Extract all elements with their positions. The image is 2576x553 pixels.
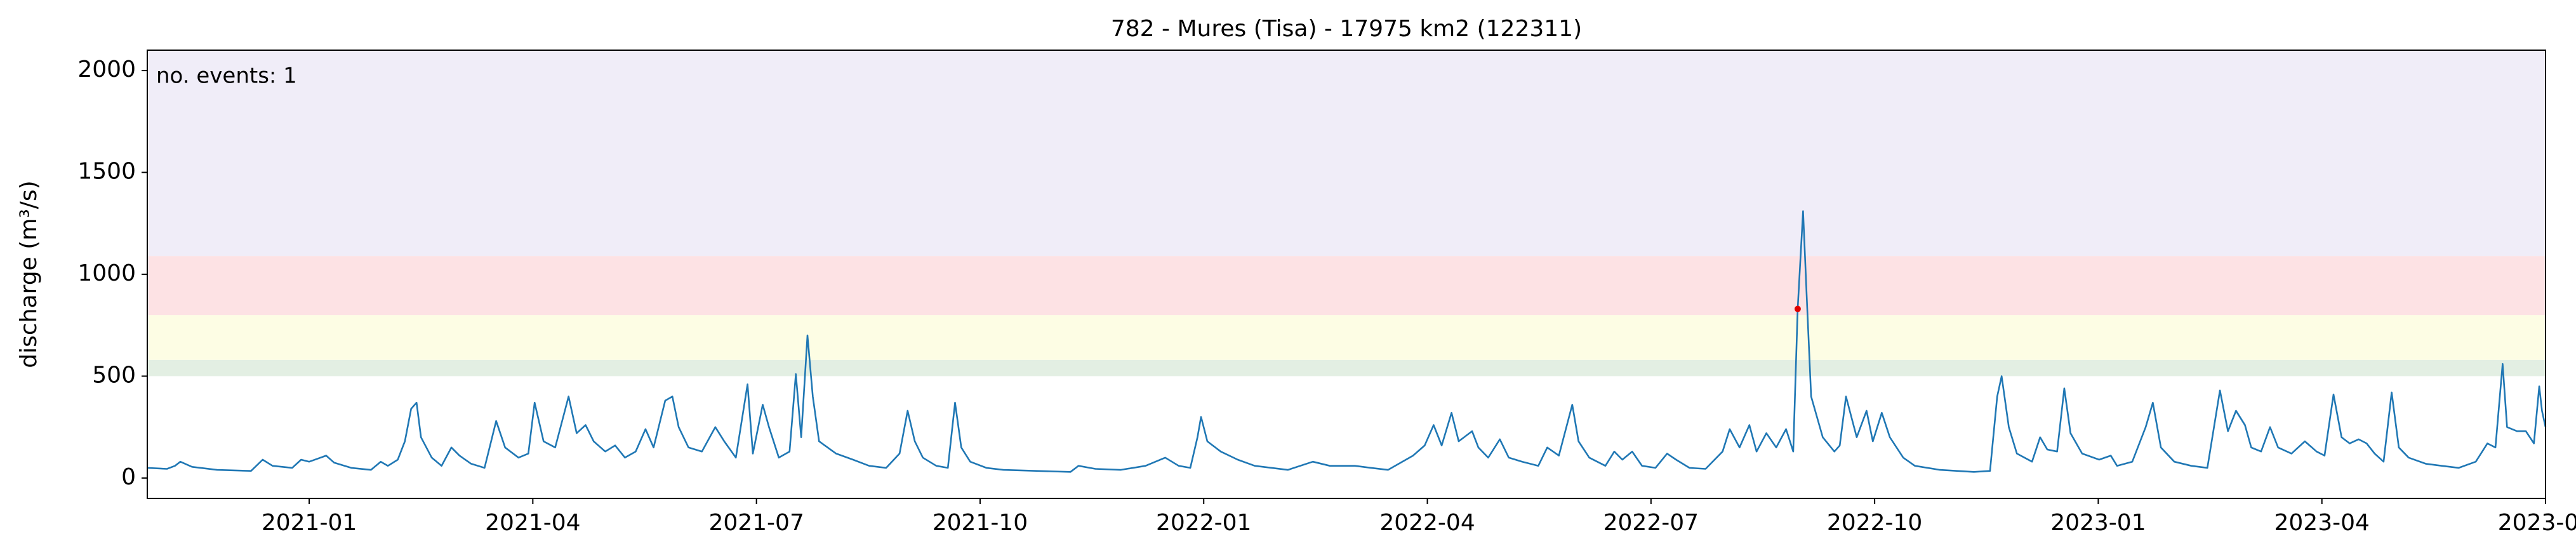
threshold-band	[147, 256, 2546, 316]
plot-frame	[147, 50, 2546, 499]
threshold-band	[147, 359, 2546, 376]
x-tick-label: 2021-07	[708, 510, 804, 536]
y-tick-label: 1500	[77, 159, 136, 185]
x-tick-label: 2021-04	[485, 510, 580, 536]
event-marker	[1794, 305, 1801, 312]
threshold-band	[147, 50, 2546, 257]
chart-title: 782 - Mures (Tisa) - 17975 km2 (122311)	[1111, 16, 1582, 42]
discharge-line	[147, 210, 2547, 473]
x-tick-label: 2022-04	[1379, 510, 1475, 536]
y-tick-label: 0	[121, 464, 136, 490]
x-tick-label: 2023-01	[2050, 510, 2146, 536]
x-tick-label: 2022-10	[1827, 510, 1922, 536]
x-tick-label: 2022-01	[1156, 510, 1251, 536]
y-tick-label: 2000	[77, 57, 136, 83]
x-tick-label: 2021-10	[933, 510, 1028, 536]
x-tick-label: 2021-01	[262, 510, 357, 536]
y-axis-label: discharge (m³/s)	[16, 180, 42, 368]
y-tick-label: 1000	[77, 260, 136, 286]
threshold-band	[147, 315, 2546, 360]
annotation: no. events: 1	[156, 63, 297, 89]
y-tick-label: 500	[92, 362, 136, 388]
x-tick-label: 2022-07	[1603, 510, 1699, 536]
x-tick-label: 2023-07	[2498, 510, 2576, 536]
x-tick-label: 2023-04	[2274, 510, 2369, 536]
